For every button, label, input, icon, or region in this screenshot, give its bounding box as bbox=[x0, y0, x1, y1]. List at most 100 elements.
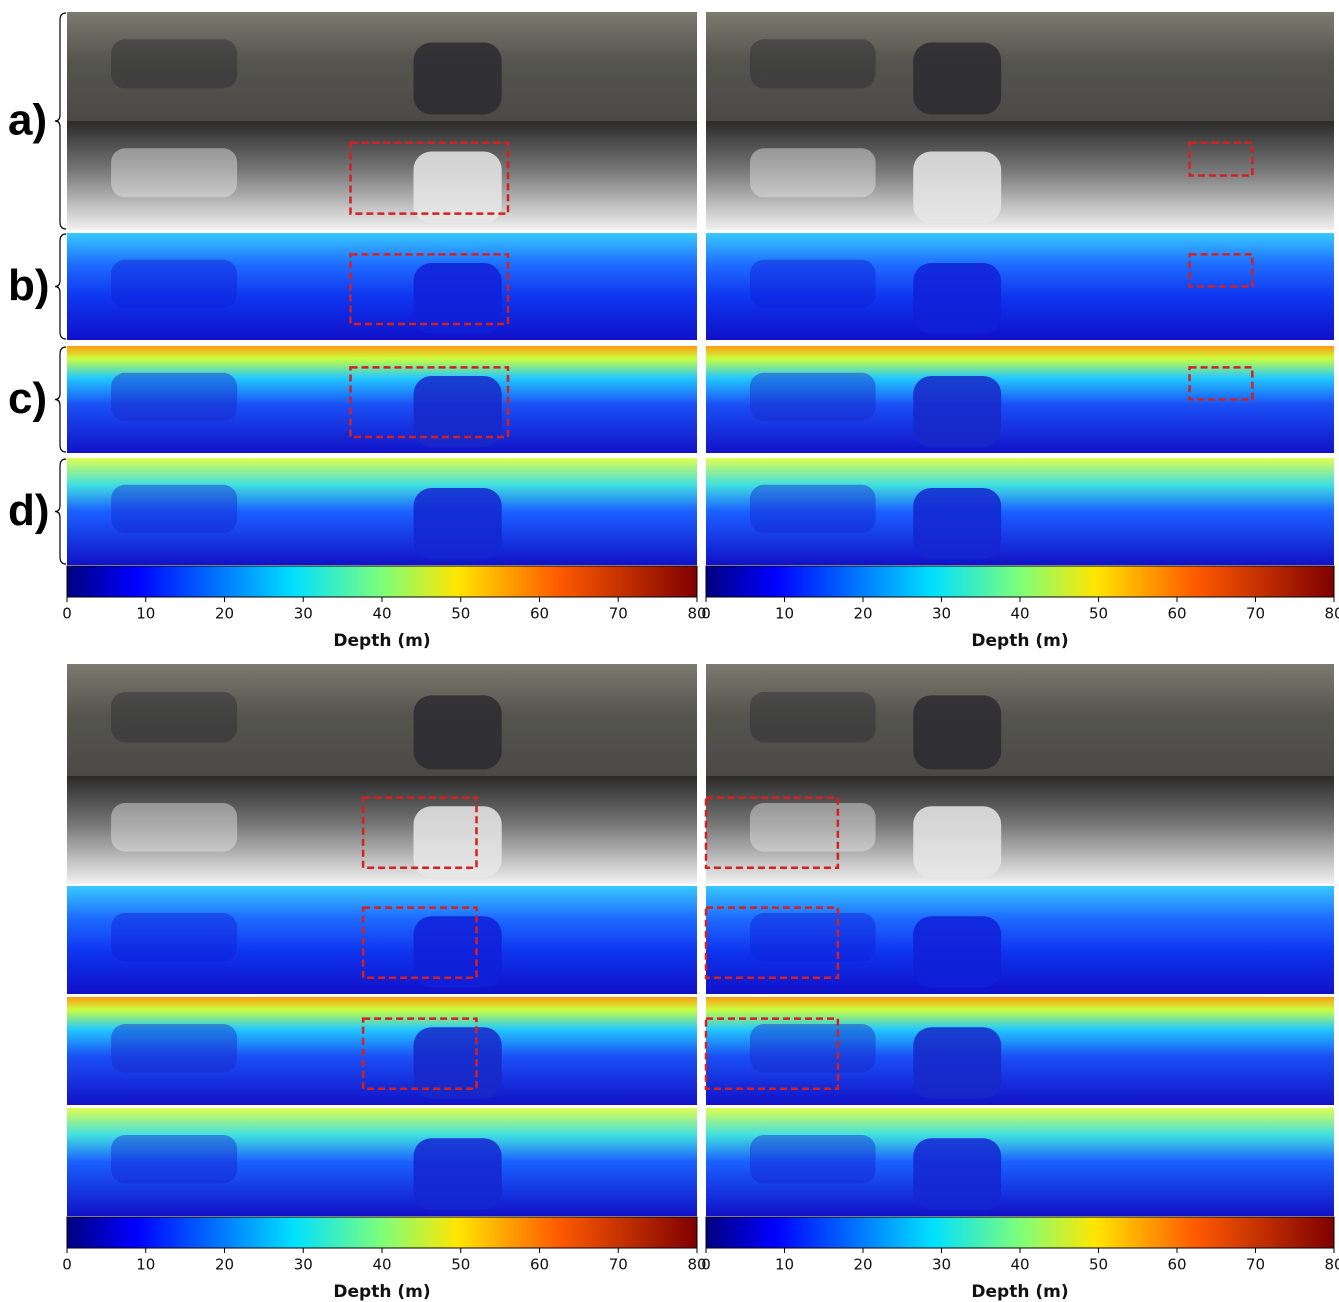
tick-label: 30 bbox=[294, 605, 313, 623]
highlight-box bbox=[361, 1017, 478, 1091]
depth-map bbox=[67, 886, 697, 994]
tick-label: 50 bbox=[451, 1256, 470, 1274]
tick-label: 80 bbox=[1324, 1256, 1339, 1274]
highlight-box bbox=[349, 253, 510, 326]
depth-map bbox=[706, 776, 1334, 884]
object bbox=[749, 692, 876, 743]
highlight-box bbox=[349, 366, 510, 439]
tick-label: 20 bbox=[853, 1256, 872, 1274]
object bbox=[749, 259, 876, 308]
photo bbox=[67, 664, 697, 776]
tick-label: 50 bbox=[1089, 605, 1108, 623]
colorbar bbox=[705, 565, 1335, 598]
brace bbox=[54, 233, 67, 340]
row-label: c) bbox=[8, 374, 47, 423]
tick-label: 60 bbox=[1167, 605, 1186, 623]
object bbox=[749, 803, 876, 852]
tick-label: 20 bbox=[215, 605, 234, 623]
tick-label: 0 bbox=[62, 1256, 72, 1274]
object bbox=[111, 372, 238, 421]
object bbox=[413, 695, 502, 770]
tick-label: 40 bbox=[372, 605, 391, 623]
highlight-box bbox=[1188, 253, 1254, 288]
object bbox=[413, 1027, 502, 1099]
colorbar bbox=[66, 1216, 698, 1249]
object bbox=[413, 375, 502, 447]
panels bbox=[66, 12, 1335, 1249]
tick-label: 40 bbox=[1010, 1256, 1029, 1274]
object bbox=[413, 487, 502, 559]
object bbox=[111, 484, 238, 533]
axis-label: Depth (m) bbox=[971, 631, 1068, 651]
object bbox=[413, 151, 502, 224]
photo bbox=[706, 664, 1334, 776]
object bbox=[913, 1138, 1002, 1210]
object bbox=[749, 372, 876, 421]
photo bbox=[706, 12, 1334, 121]
object bbox=[111, 803, 238, 852]
depth-map bbox=[67, 1108, 697, 1216]
highlight-box bbox=[361, 906, 478, 980]
object bbox=[749, 484, 876, 533]
object bbox=[913, 151, 1002, 224]
object bbox=[913, 1027, 1002, 1099]
photo bbox=[67, 12, 697, 121]
depth-map bbox=[706, 886, 1334, 994]
highlight-box bbox=[704, 906, 840, 980]
tick-label: 70 bbox=[1246, 1256, 1265, 1274]
object bbox=[913, 806, 1002, 878]
brace bbox=[54, 12, 67, 230]
brace bbox=[54, 346, 67, 453]
object bbox=[749, 148, 876, 198]
tick-label: 10 bbox=[775, 1256, 794, 1274]
tick-label: 60 bbox=[1167, 1256, 1186, 1274]
object bbox=[913, 262, 1002, 334]
object bbox=[111, 39, 238, 89]
tick-label: 70 bbox=[609, 605, 628, 623]
object bbox=[913, 916, 1002, 988]
depth-map bbox=[67, 233, 697, 340]
object bbox=[413, 806, 502, 878]
object bbox=[749, 39, 876, 89]
tick-label: 80 bbox=[687, 605, 706, 623]
row-label: b) bbox=[8, 261, 50, 310]
depth-map bbox=[67, 121, 697, 230]
tick-label: 50 bbox=[451, 605, 470, 623]
brace bbox=[54, 458, 67, 565]
tick-label: 20 bbox=[215, 1256, 234, 1274]
object bbox=[111, 1135, 238, 1184]
tick-label: 10 bbox=[136, 1256, 155, 1274]
colorbar bbox=[705, 1216, 1335, 1249]
labels: 0 10 20 30 40 50 60 70 80 Depth (m) 0 10 20 30 40 50 60 7… bbox=[8, 12, 1339, 1302]
tick-label: 50 bbox=[1089, 1256, 1108, 1274]
colorbar bbox=[66, 565, 698, 598]
object bbox=[913, 487, 1002, 559]
tick-label: 80 bbox=[687, 1256, 706, 1274]
tick-label: 60 bbox=[530, 605, 549, 623]
object bbox=[111, 259, 238, 308]
depth-map bbox=[67, 997, 697, 1105]
tick-label: 0 bbox=[62, 605, 72, 623]
axis-label: Depth (m) bbox=[333, 1282, 430, 1302]
axis-label: Depth (m) bbox=[333, 631, 430, 651]
row-label: a) bbox=[8, 96, 47, 145]
tick-label: 0 bbox=[701, 1256, 711, 1274]
depth-map bbox=[706, 121, 1334, 230]
tick-label: 30 bbox=[932, 1256, 951, 1274]
object bbox=[749, 1135, 876, 1184]
depth-map bbox=[706, 346, 1334, 453]
highlight-box bbox=[704, 1017, 840, 1091]
depth-map bbox=[706, 233, 1334, 340]
tick-label: 10 bbox=[775, 605, 794, 623]
tick-label: 10 bbox=[136, 605, 155, 623]
axis-label: Depth (m) bbox=[971, 1282, 1068, 1302]
depth-map bbox=[67, 346, 697, 453]
tick-label: 30 bbox=[294, 1256, 313, 1274]
object bbox=[749, 913, 876, 962]
object bbox=[913, 375, 1002, 447]
object bbox=[111, 692, 238, 743]
tick-label: 0 bbox=[701, 605, 711, 623]
depth-map bbox=[67, 458, 697, 565]
tick-label: 30 bbox=[932, 605, 951, 623]
